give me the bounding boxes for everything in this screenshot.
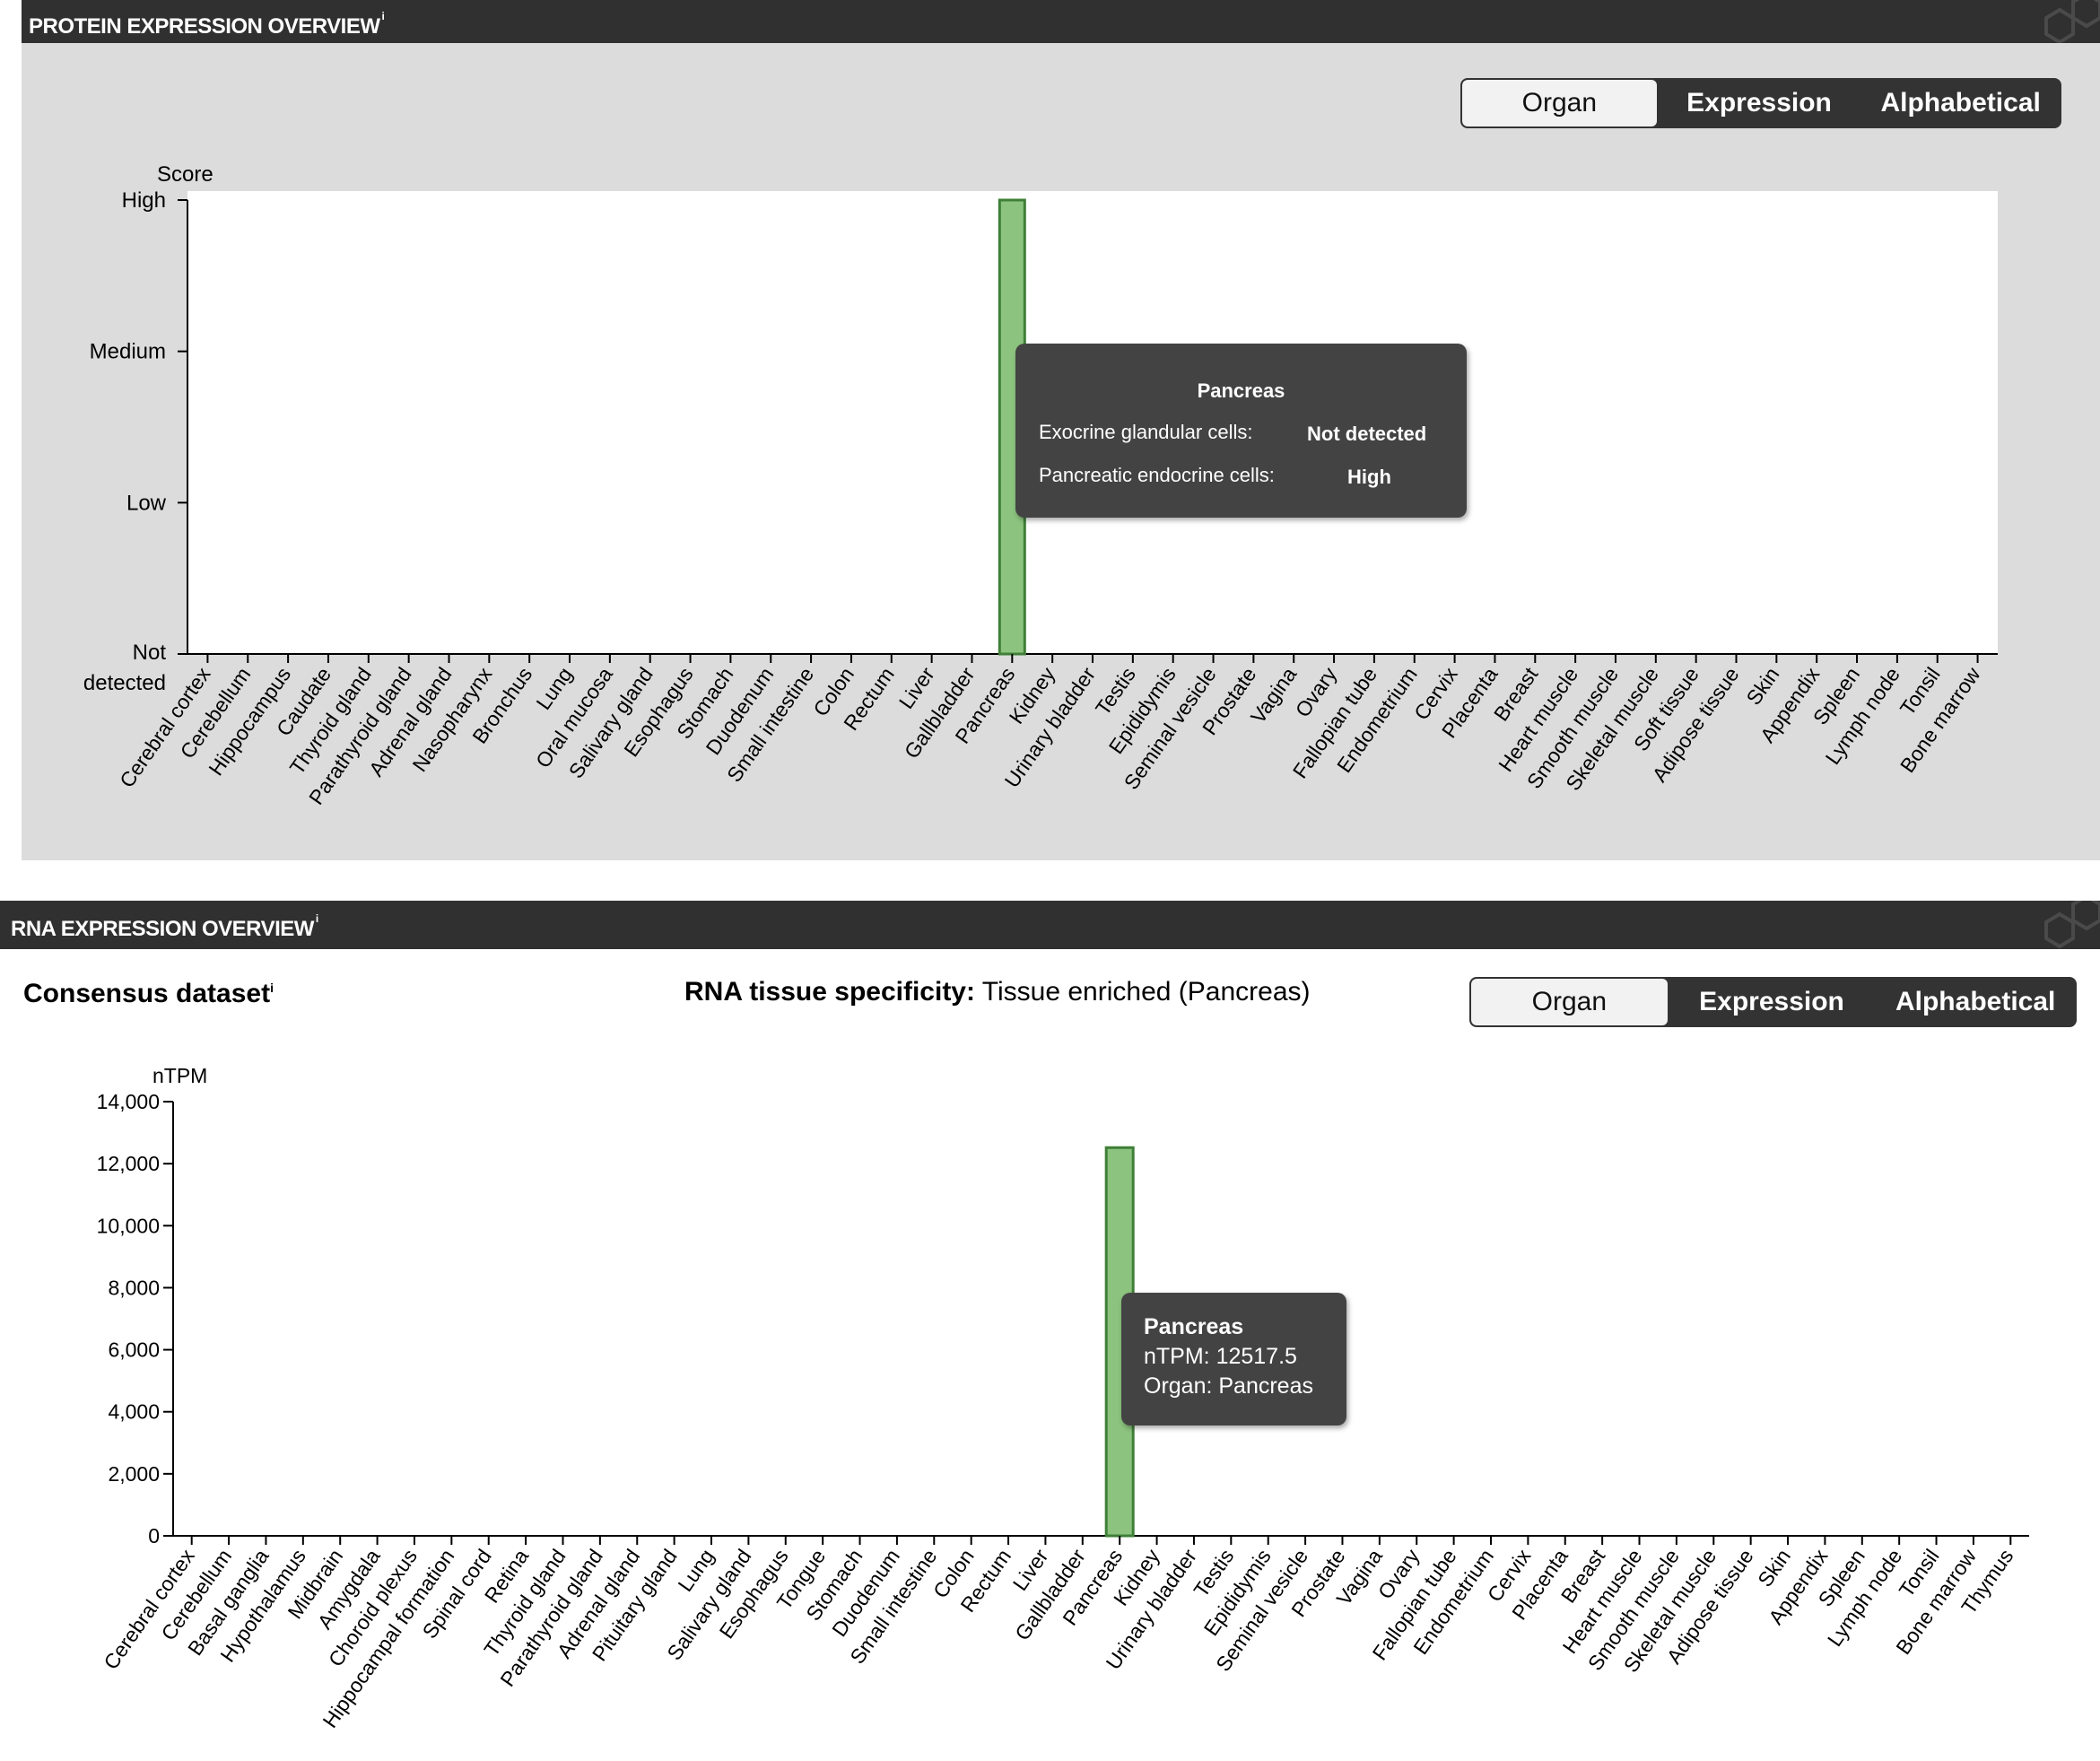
y-axis-label: nTPM: [152, 1064, 207, 1087]
info-icon[interactable]: i: [270, 981, 274, 995]
rna-tooltip: Pancreas nTPM: 12517.5 Organ: Pancreas: [1121, 1293, 1346, 1425]
info-icon[interactable]: i: [381, 10, 385, 22]
protein-tooltip-row-label: Exocrine glandular cells:: [1039, 421, 1253, 443]
protein-section-header: PROTEIN EXPRESSION OVERVIEW i: [22, 0, 2100, 43]
y-tick-label: Low: [126, 491, 167, 515]
protein-tooltip: Pancreas Exocrine glandular cells: Not d…: [1015, 344, 1467, 518]
rna-chart: nTPM 0 2,000 4,000 6,000 8,000 10,000 12,000 14,…: [97, 1064, 2029, 1732]
protein-tooltip-row-label: Pancreatic endocrine cells:: [1039, 464, 1275, 486]
dataset-label: Consensus dataseti: [23, 979, 274, 1008]
protein-sort-organ[interactable]: Organ: [1462, 80, 1657, 126]
y-tick-label: Medium: [90, 340, 166, 364]
rna-specificity: RNA tissue specificity: Tissue enriched …: [684, 977, 1311, 1007]
y-axis-label: Score: [157, 162, 213, 187]
y-tick-label: 8,000: [108, 1276, 160, 1299]
protein-tooltip-row-value: High: [1347, 466, 1391, 488]
rna-header-title: RNA EXPRESSION OVERVIEW i: [11, 912, 318, 941]
y-tick-label: 14,000: [97, 1090, 160, 1113]
rna-specificity-value[interactable]: Tissue enriched (Pancreas): [981, 977, 1311, 1007]
rna-sort-toggle: Organ Expression Alphabetical: [1469, 977, 2077, 1027]
y-tick-label: 0: [148, 1524, 160, 1547]
rna-tooltip-organ: Organ: Pancreas: [1144, 1373, 1313, 1399]
y-tick-label: 4,000: [108, 1400, 160, 1424]
rna-sort-expression[interactable]: Expression: [1699, 987, 1844, 1016]
y-tick-label: 12,000: [97, 1152, 160, 1175]
hexagon-pattern-icon: [2044, 0, 2100, 43]
y-tick-label: 6,000: [108, 1338, 160, 1362]
rna-tooltip-title: Pancreas: [1144, 1314, 1244, 1339]
protein-sort-toggle: Organ Expression Alphabetical: [1460, 78, 2061, 128]
info-icon[interactable]: i: [315, 912, 318, 925]
rna-tooltip-ntpm: nTPM: 12517.5: [1144, 1344, 1297, 1369]
y-tick-label: Not: [133, 641, 167, 665]
y-tick-label: detected: [83, 671, 166, 695]
rna-sort-alphabetical[interactable]: Alphabetical: [1895, 987, 2056, 1016]
protein-tooltip-row-value: Not detected: [1307, 423, 1427, 445]
y-tick-label: 2,000: [108, 1462, 160, 1486]
protein-sort-alphabetical[interactable]: Alphabetical: [1880, 88, 2041, 118]
protein-tooltip-title: Pancreas: [1197, 379, 1285, 402]
rna-specificity-label: RNA tissue specificity:: [684, 977, 975, 1007]
protein-header-title: PROTEIN EXPRESSION OVERVIEW i: [29, 10, 385, 39]
y-tick-label: 10,000: [97, 1214, 160, 1237]
protein-sort-expression[interactable]: Expression: [1686, 88, 1832, 118]
rna-sort-organ[interactable]: Organ: [1471, 979, 1668, 1025]
rna-section-header: RNA EXPRESSION OVERVIEW i: [0, 901, 2100, 949]
hexagon-pattern-icon: [2044, 901, 2100, 949]
y-tick-label: High: [122, 188, 166, 213]
